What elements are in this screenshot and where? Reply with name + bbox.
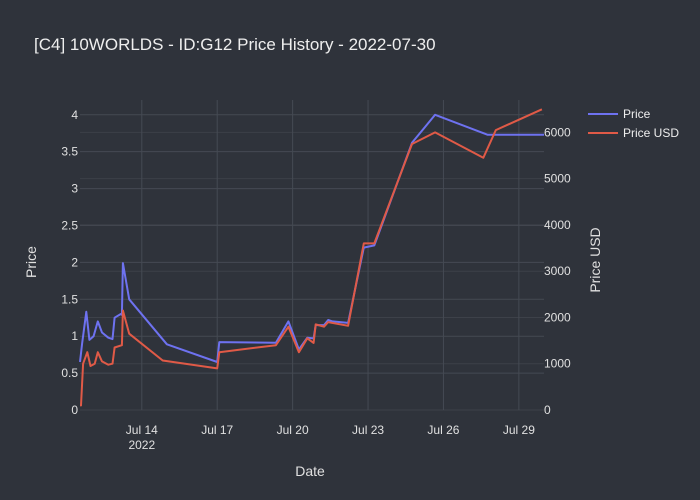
grid-lines bbox=[80, 100, 544, 411]
legend[interactable]: Price Price USD bbox=[588, 107, 679, 140]
y-tick-label: 3 bbox=[71, 182, 78, 196]
y2-axis-title: Price USD bbox=[587, 227, 603, 292]
series-line-price-usd[interactable] bbox=[80, 108, 543, 407]
y-tick-label: 0.5 bbox=[61, 366, 78, 380]
y2-tick-label: 0 bbox=[544, 403, 551, 417]
y2-tick-label: 5000 bbox=[544, 172, 571, 186]
legend-label-price[interactable]: Price bbox=[623, 107, 651, 121]
y2-tick-label: 6000 bbox=[544, 125, 571, 139]
y-axis-title: Price bbox=[23, 246, 39, 278]
y-tick-label: 3.5 bbox=[61, 145, 78, 159]
x-tick-sublabel: 2022 bbox=[128, 438, 155, 452]
x-tick-label: Jul 29 bbox=[503, 423, 535, 437]
y2-tick-label: 1000 bbox=[544, 357, 571, 371]
y-tick-label: 2 bbox=[71, 255, 78, 269]
y-tick-label: 2.5 bbox=[61, 218, 78, 232]
y-tick-label: 1.5 bbox=[61, 292, 78, 306]
legend-label-price-usd[interactable]: Price USD bbox=[623, 126, 679, 140]
y2-tick-label: 4000 bbox=[544, 218, 571, 232]
x-tick-label: Jul 23 bbox=[352, 423, 384, 437]
y2-tick-label: 2000 bbox=[544, 310, 571, 324]
chart-title: [C4] 10WORLDS - ID:G12 Price History - 2… bbox=[34, 35, 436, 54]
y2-axis-ticks: 0 1000 2000 3000 4000 5000 6000 bbox=[544, 125, 571, 417]
x-tick-label: Jul 20 bbox=[277, 423, 309, 437]
y2-tick-label: 3000 bbox=[544, 264, 571, 278]
y-axis-ticks: 0 0.5 1 1.5 2 2.5 3 3.5 4 bbox=[61, 108, 78, 417]
x-tick-label: Jul 26 bbox=[427, 423, 459, 437]
series-layer bbox=[79, 108, 544, 407]
series-line-price[interactable] bbox=[79, 113, 544, 363]
x-axis-title: Date bbox=[295, 463, 325, 479]
y-tick-label: 1 bbox=[71, 329, 78, 343]
x-tick-label: Jul 14 bbox=[126, 423, 158, 437]
y-tick-label: 0 bbox=[71, 403, 78, 417]
y-tick-label: 4 bbox=[71, 108, 78, 122]
x-tick-label: Jul 17 bbox=[201, 423, 233, 437]
